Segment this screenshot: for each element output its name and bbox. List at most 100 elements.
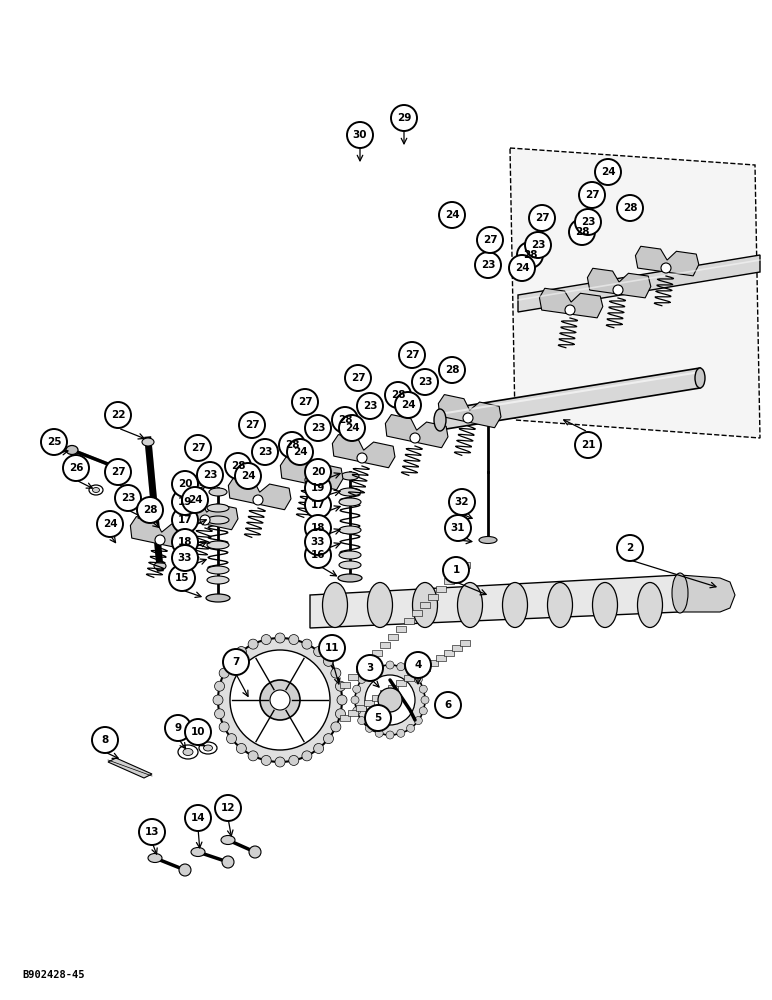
Circle shape xyxy=(345,365,371,391)
Text: 9: 9 xyxy=(174,723,181,733)
Polygon shape xyxy=(420,602,430,608)
Polygon shape xyxy=(428,660,438,666)
Text: 24: 24 xyxy=(103,519,117,529)
Circle shape xyxy=(353,707,361,715)
Polygon shape xyxy=(444,578,454,584)
Polygon shape xyxy=(380,690,390,696)
Circle shape xyxy=(223,649,249,675)
Text: 20: 20 xyxy=(178,479,192,489)
Circle shape xyxy=(63,455,89,481)
Polygon shape xyxy=(108,758,152,778)
Circle shape xyxy=(443,557,469,583)
Circle shape xyxy=(529,205,555,231)
Polygon shape xyxy=(333,435,395,468)
Text: 19: 19 xyxy=(311,483,325,493)
Circle shape xyxy=(215,681,225,691)
Circle shape xyxy=(445,515,471,541)
Circle shape xyxy=(248,639,258,649)
Circle shape xyxy=(525,232,551,258)
Circle shape xyxy=(313,647,323,657)
Text: 19: 19 xyxy=(178,497,192,507)
Ellipse shape xyxy=(503,582,527,628)
Text: 1: 1 xyxy=(452,565,459,575)
Text: 23: 23 xyxy=(581,217,595,227)
Text: 30: 30 xyxy=(353,130,367,140)
Circle shape xyxy=(415,675,422,683)
Circle shape xyxy=(302,751,312,761)
Circle shape xyxy=(357,675,366,683)
Text: 24: 24 xyxy=(188,495,202,505)
Circle shape xyxy=(357,655,383,681)
Polygon shape xyxy=(175,497,238,530)
Circle shape xyxy=(332,407,358,433)
Circle shape xyxy=(421,696,429,704)
Ellipse shape xyxy=(207,516,229,524)
Circle shape xyxy=(439,202,465,228)
Circle shape xyxy=(253,495,263,505)
Text: 27: 27 xyxy=(535,213,550,223)
Text: 28: 28 xyxy=(623,203,637,213)
Ellipse shape xyxy=(479,536,497,544)
Ellipse shape xyxy=(207,566,229,574)
Polygon shape xyxy=(460,640,470,646)
Polygon shape xyxy=(380,642,390,648)
Polygon shape xyxy=(420,665,430,671)
Text: 2: 2 xyxy=(626,543,634,553)
Circle shape xyxy=(172,545,198,571)
Polygon shape xyxy=(396,680,406,686)
Circle shape xyxy=(305,542,331,568)
Circle shape xyxy=(261,635,271,645)
Polygon shape xyxy=(348,674,358,680)
Text: 24: 24 xyxy=(445,210,459,220)
Circle shape xyxy=(105,402,131,428)
Circle shape xyxy=(337,695,347,705)
Circle shape xyxy=(357,453,367,463)
Circle shape xyxy=(215,795,241,821)
Text: 24: 24 xyxy=(241,471,256,481)
Circle shape xyxy=(289,755,299,765)
Circle shape xyxy=(412,369,438,395)
Text: 33: 33 xyxy=(178,553,192,563)
Text: 7: 7 xyxy=(232,657,239,667)
Circle shape xyxy=(617,535,643,561)
Text: 28: 28 xyxy=(231,461,245,471)
Circle shape xyxy=(365,724,374,732)
Ellipse shape xyxy=(199,742,217,754)
Polygon shape xyxy=(130,517,193,550)
Polygon shape xyxy=(310,575,720,628)
Circle shape xyxy=(179,864,191,876)
Text: 27: 27 xyxy=(350,373,365,383)
Text: 21: 21 xyxy=(581,440,595,450)
Circle shape xyxy=(439,357,465,383)
Text: 27: 27 xyxy=(298,397,313,407)
Ellipse shape xyxy=(207,576,229,584)
Circle shape xyxy=(435,692,461,718)
Polygon shape xyxy=(460,562,470,568)
Ellipse shape xyxy=(638,582,662,628)
Circle shape xyxy=(477,227,503,253)
Circle shape xyxy=(172,529,198,555)
Ellipse shape xyxy=(66,446,78,454)
Circle shape xyxy=(449,489,475,515)
Circle shape xyxy=(378,688,402,712)
Circle shape xyxy=(226,656,236,666)
Polygon shape xyxy=(404,618,414,624)
Circle shape xyxy=(215,709,225,719)
Text: 6: 6 xyxy=(445,700,452,710)
Ellipse shape xyxy=(339,498,361,506)
Circle shape xyxy=(105,459,131,485)
Polygon shape xyxy=(229,477,291,510)
Polygon shape xyxy=(587,268,651,298)
Text: 23: 23 xyxy=(258,447,273,457)
Text: 28: 28 xyxy=(143,505,157,515)
Ellipse shape xyxy=(695,368,705,388)
Ellipse shape xyxy=(672,573,688,613)
Circle shape xyxy=(353,685,361,693)
Ellipse shape xyxy=(183,748,193,756)
Circle shape xyxy=(375,663,383,671)
Circle shape xyxy=(41,429,67,455)
Text: 15: 15 xyxy=(174,573,189,583)
Circle shape xyxy=(252,439,278,465)
Ellipse shape xyxy=(148,854,162,862)
Text: 28: 28 xyxy=(445,365,459,375)
